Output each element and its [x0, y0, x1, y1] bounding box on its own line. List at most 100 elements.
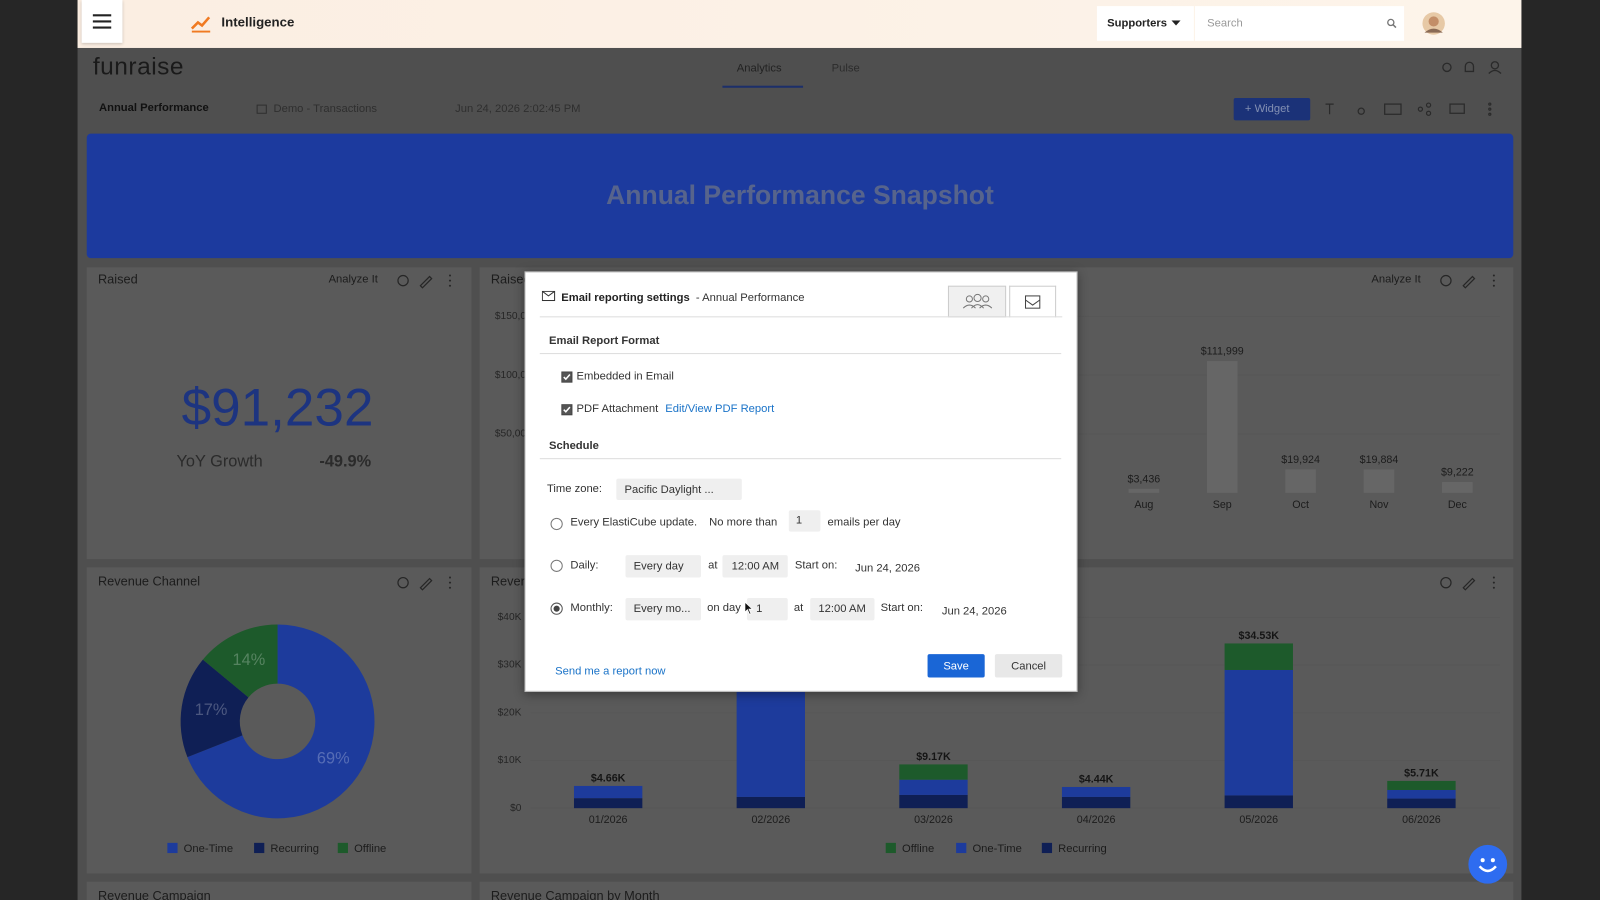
time-select[interactable]: 12:00 AM [722, 555, 788, 578]
legend-swatch [956, 842, 967, 854]
bar [1128, 488, 1160, 493]
bar-segment [1387, 789, 1456, 799]
legend-swatch [337, 842, 348, 854]
toolbar-icons [1325, 102, 1492, 116]
menu-button[interactable] [81, 0, 123, 43]
option-text: Start on: [880, 602, 924, 615]
time-select[interactable]: 12:00 AM [810, 597, 875, 621]
widget-icons [397, 274, 1476, 591]
x-tick-label: 03/2026 [914, 814, 953, 826]
data-label: $19,924 [1281, 454, 1320, 466]
timezone-label: Time zone: [546, 482, 603, 495]
email-settings-modal: Email reporting settings - Annual Perfor… [524, 271, 1078, 692]
x-tick-label: Nov [1369, 499, 1389, 511]
recipients-tab[interactable] [947, 285, 1007, 318]
start-date[interactable]: Jun 24, 2026 [941, 605, 1007, 618]
cancel-button[interactable]: Cancel [994, 654, 1063, 678]
timezone-select[interactable]: Pacific Daylight ... [616, 478, 742, 500]
legend-swatch [254, 842, 265, 854]
legend-swatch [885, 842, 896, 854]
bar-segment [1061, 786, 1131, 797]
widget-button-label: + Widget [1244, 103, 1290, 116]
analyze-it[interactable]: Analyze It [1371, 273, 1421, 286]
option-label: Every ElastiCube update. [570, 516, 698, 529]
x-tick-label: Oct [1292, 499, 1309, 511]
bar-segment [1387, 798, 1456, 809]
total-label: $4.44K [1079, 774, 1114, 786]
bar-segment [899, 764, 968, 780]
widget-title: Raised [97, 272, 138, 287]
x-tick-label: 01/2026 [589, 814, 628, 826]
data-label: $111,999 [1201, 346, 1244, 358]
x-tick-label: Sep [1213, 499, 1232, 511]
data-label: $9,222 [1441, 467, 1474, 479]
tab[interactable]: Pulse [831, 62, 860, 75]
data-label: 14% [233, 651, 266, 669]
analyze-it[interactable]: Analyze It [328, 273, 378, 286]
legend-label: Recurring [1058, 843, 1107, 855]
users-icon [962, 293, 993, 309]
legend-swatch [1041, 842, 1053, 854]
bar [1285, 469, 1316, 493]
widget-title: Revenue Channel [97, 574, 201, 589]
total-label: $4.66K [591, 773, 626, 785]
total-label: $34.53K [1239, 630, 1280, 642]
x-tick-label: 06/2026 [1402, 814, 1441, 826]
widget-button[interactable]: + Widget [1233, 97, 1311, 121]
day-input[interactable]: 1 [746, 597, 788, 621]
limit-input[interactable]: 1 [788, 510, 821, 532]
chat-button[interactable] [1467, 844, 1508, 885]
radio[interactable] [550, 517, 563, 531]
bar-segment [573, 785, 643, 799]
checkbox[interactable] [561, 404, 573, 416]
bar-segment [1061, 796, 1131, 809]
data-label: 69% [317, 750, 350, 768]
save-button[interactable]: Save [927, 654, 985, 678]
caret [1171, 20, 1181, 26]
y-tick-label: $10K [498, 755, 522, 766]
checkbox[interactable] [561, 371, 573, 383]
x-tick-label: Aug [1134, 499, 1153, 511]
y-tick-label: $40K [498, 612, 522, 623]
bar-segment [1224, 795, 1293, 809]
total-label: $9.17K [916, 751, 951, 763]
frequency-value: Every mo... [633, 603, 691, 616]
data-source[interactable]: Demo - Transactions [273, 103, 378, 116]
radio[interactable] [550, 602, 563, 615]
widget-title: Revenue Campaign by Month [490, 888, 660, 900]
bar-segment [736, 796, 805, 809]
schedule-tab[interactable] [1009, 285, 1057, 318]
search-box[interactable]: Search [1194, 6, 1405, 41]
growth-label: YoY Growth [176, 453, 263, 471]
y-tick-label: $20K [498, 707, 522, 718]
timezone-value: Pacific Daylight ... [624, 483, 714, 496]
option-label: Monthly: [570, 602, 613, 615]
tab-underline [722, 85, 804, 88]
data-label: $3,436 [1128, 473, 1161, 485]
avatar[interactable] [1421, 11, 1445, 35]
bar [1363, 469, 1395, 493]
bar [1442, 482, 1473, 493]
checkbox-label: Embedded in Email [576, 370, 674, 383]
radio[interactable] [550, 559, 563, 572]
start-date[interactable]: Jun 24, 2026 [855, 562, 921, 575]
option-text: on day [707, 602, 741, 615]
send-now-link[interactable]: Send me a report now [555, 665, 666, 678]
legend-label: Offline [902, 843, 934, 855]
frequency-select[interactable]: Every day [625, 555, 702, 578]
divider [539, 353, 1062, 355]
banner-title: Annual Performance Snapshot [606, 179, 994, 211]
banner: Annual Performance Snapshot [86, 133, 1514, 259]
legend-label: One-Time [184, 843, 233, 855]
bar [1206, 361, 1238, 493]
frequency-select[interactable]: Every mo... [625, 597, 702, 621]
search-icon [1387, 18, 1397, 29]
widget-title: Revenue Campaign [97, 888, 211, 900]
pdf-link[interactable]: Edit/View PDF Report [665, 403, 775, 416]
more-icons [448, 274, 1495, 589]
supporters-dropdown[interactable]: Supporters [1096, 6, 1194, 41]
x-tick-label: Dec [1448, 499, 1468, 511]
option-label: Daily: [570, 559, 599, 572]
tab[interactable]: Analytics [736, 62, 782, 75]
